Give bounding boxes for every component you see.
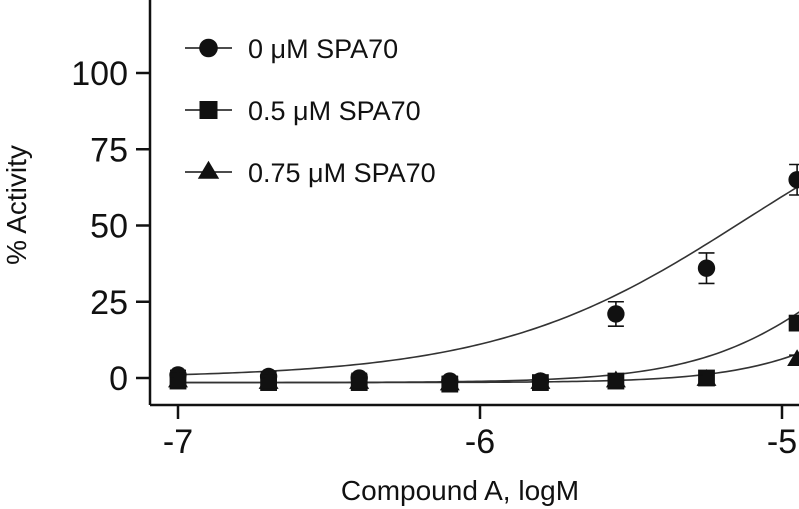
data-point-circle: [788, 171, 799, 189]
data-point-triangle: [349, 372, 370, 389]
fit-curves: [177, 185, 799, 384]
y-axis: 0 25 50 75 100: [71, 0, 152, 405]
data-point-circle: [607, 305, 625, 323]
x-tick-label: -6: [465, 423, 495, 461]
data-point-triangle: [258, 372, 279, 389]
data-point-triangle: [696, 369, 717, 386]
legend-marker-triangle: [197, 160, 220, 179]
y-tick-label: 0: [109, 360, 128, 398]
fit-curve: [178, 352, 799, 384]
y-tick-label: 100: [71, 55, 128, 93]
x-axis-title: Compound A, logM: [341, 475, 579, 506]
x-tick-label: -5: [767, 423, 797, 461]
data-point-triangle: [605, 370, 626, 388]
y-tick-label: 75: [90, 131, 128, 169]
legend-label: 0.75 μM SPA70: [248, 158, 436, 188]
data-point-triangle: [530, 372, 551, 389]
legend-marker-circle: [199, 38, 218, 58]
y-tick-label: 50: [90, 208, 128, 246]
y-tick-label: 25: [90, 284, 128, 322]
legend-label: 0.5 μM SPA70: [248, 96, 421, 126]
data-point-triangle: [439, 373, 460, 391]
data-point-circle: [697, 259, 716, 277]
x-tick-label: -7: [163, 423, 193, 461]
legend: 0 μM SPA70 0.5 μM SPA70 0.75 μM SPA70: [185, 34, 436, 188]
data-points: [168, 163, 799, 393]
fit-curve: [177, 185, 799, 376]
legend-label: 0 μM SPA70: [248, 34, 398, 64]
data-point-triangle: [787, 349, 799, 366]
legend-marker-square: [199, 101, 218, 119]
data-point-square: [788, 314, 799, 332]
data-point-triangle: [168, 370, 188, 388]
y-axis-title: % Activity: [1, 145, 32, 265]
x-axis: -7-6-5-4: [150, 403, 799, 461]
